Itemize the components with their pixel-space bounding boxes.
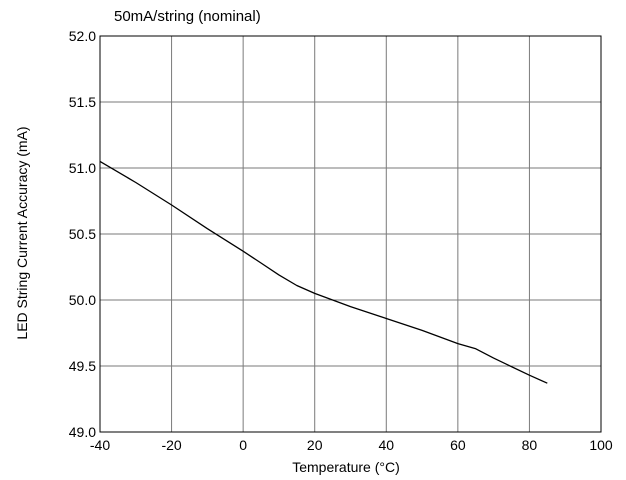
x-tick-label: 80 — [522, 437, 538, 453]
x-tick-label: 0 — [239, 437, 247, 453]
y-tick-label: 49.0 — [69, 424, 96, 440]
y-tick-label: 52.0 — [69, 28, 96, 44]
plot-frame — [99, 35, 602, 433]
y-tick-label: 50.0 — [69, 292, 96, 308]
x-tick-labels: -40 -20 0 20 40 60 80 100 — [90, 437, 613, 453]
x-tick-label: -40 — [90, 437, 110, 453]
x-tick-label: 60 — [450, 437, 466, 453]
y-tick-label: 49.5 — [69, 358, 96, 374]
y-tick-label: 50.5 — [69, 226, 96, 242]
y-tick-labels: 49.0 49.5 50.0 50.5 51.0 51.5 52.0 — [69, 28, 96, 440]
x-tick-label: 40 — [378, 437, 394, 453]
y-axis-title: LED String Current Accuracy (mA) — [14, 126, 30, 339]
series-line — [99, 160, 548, 384]
x-tick-label: 100 — [589, 437, 613, 453]
chart-title: 50mA/string (nominal) — [114, 8, 261, 25]
x-tick-label: -20 — [161, 437, 181, 453]
y-tick-label: 51.0 — [69, 160, 96, 176]
grid-lines — [100, 36, 601, 432]
x-axis-title: Temperature (°C) — [292, 459, 400, 475]
y-tick-label: 51.5 — [69, 94, 96, 110]
x-tick-label: 20 — [307, 437, 323, 453]
